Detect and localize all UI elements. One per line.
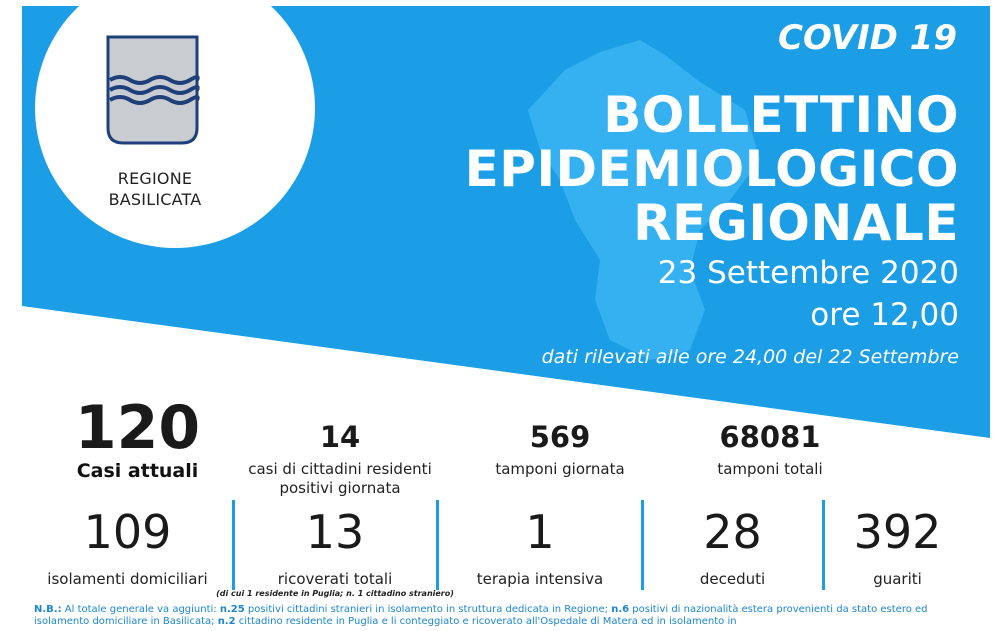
divider bbox=[641, 500, 644, 590]
active-cases-label: Casi attuali bbox=[76, 460, 199, 482]
resident-positive-label-1: casi di cittadini residenti bbox=[248, 460, 432, 478]
hospitalized-label: ricoverati totali bbox=[277, 570, 393, 588]
resident-positive: 14 casi di cittadini residenti positivi … bbox=[230, 420, 450, 498]
home-isolation-value: 109 bbox=[83, 505, 172, 559]
covid-tag: COVID 19 bbox=[778, 18, 957, 58]
hospitalized-sub: (di cui 1 residente in Puglia; n. 1 citt… bbox=[216, 589, 454, 598]
home-isolation: 109 isolamenti domiciliari bbox=[30, 506, 225, 589]
time-text: ore 12,00 bbox=[810, 297, 959, 333]
divider bbox=[436, 500, 439, 590]
org-line-2: BASILICATA bbox=[108, 190, 202, 209]
deaths-value: 28 bbox=[703, 505, 762, 559]
daily-swabs-label: tamponi giornata bbox=[495, 460, 625, 478]
footnote-text: positivi di nazionalità estera provenien… bbox=[34, 604, 928, 627]
total-swabs: 68081 tamponi totali bbox=[680, 420, 860, 479]
regione-basilicata-crest-icon bbox=[106, 35, 200, 145]
recovered: 392 guariti bbox=[830, 506, 965, 589]
resident-positive-value: 14 bbox=[319, 420, 361, 454]
org-line-1: REGIONE bbox=[117, 169, 193, 188]
daily-swabs-value: 569 bbox=[529, 420, 591, 454]
recovered-value: 392 bbox=[853, 505, 942, 559]
divider bbox=[232, 500, 235, 590]
footnote-text: positivi cittadini stranieri in isolamen… bbox=[244, 604, 612, 615]
date-text: 23 Settembre 2020 bbox=[657, 255, 959, 291]
footnote-bold: n.25 bbox=[219, 604, 245, 615]
divider bbox=[822, 500, 825, 590]
total-swabs-value: 68081 bbox=[719, 420, 821, 454]
footnote-bold: n.6 bbox=[611, 604, 630, 615]
home-isolation-label: isolamenti domiciliari bbox=[47, 570, 208, 588]
footnote-text: cittadino residente in Puglia e li conte… bbox=[235, 616, 737, 627]
title-line-2: EPIDEMIOLOGICO bbox=[464, 140, 959, 198]
footnote-bold: n.2 bbox=[217, 616, 236, 627]
hospitalized-value: 13 bbox=[305, 505, 365, 559]
hospitalized: 13 ricoverati totali (di cui 1 residente… bbox=[205, 506, 465, 598]
deaths: 28 deceduti bbox=[650, 506, 815, 589]
title-line-3: REGIONALE bbox=[633, 194, 959, 252]
recovered-label: guariti bbox=[873, 570, 922, 588]
intensive-care-label: terapia intensiva bbox=[476, 570, 604, 588]
bulletin-date: 23 Settembre 2020 ore 12,00 bbox=[658, 252, 959, 336]
active-cases: 120 Casi attuali bbox=[40, 396, 235, 482]
bulletin-title: BOLLETTINO EPIDEMIOLOGICO REGIONALE bbox=[465, 88, 959, 250]
deaths-label: deceduti bbox=[699, 570, 766, 588]
total-swabs-label: tamponi totali bbox=[717, 460, 823, 478]
org-name: REGIONE BASILICATA bbox=[70, 168, 240, 210]
footnote-text: Al totale generale va aggiunti: bbox=[61, 604, 220, 615]
footnote-prefix: N.B.: bbox=[34, 604, 62, 615]
intensive-care: 1 terapia intensiva bbox=[445, 506, 635, 589]
resident-positive-label-2: positivi giornata bbox=[279, 479, 401, 497]
intensive-care-value: 1 bbox=[525, 505, 555, 559]
title-line-1: BOLLETTINO bbox=[603, 86, 959, 144]
basilicata-map-icon bbox=[528, 40, 760, 360]
active-cases-value: 120 bbox=[74, 393, 201, 463]
source-note: dati rilevati alle ore 24,00 del 22 Sett… bbox=[541, 346, 959, 368]
footnote: N.B.: Al totale generale va aggiunti: n.… bbox=[34, 604, 974, 628]
daily-swabs: 569 tamponi giornata bbox=[470, 420, 650, 479]
